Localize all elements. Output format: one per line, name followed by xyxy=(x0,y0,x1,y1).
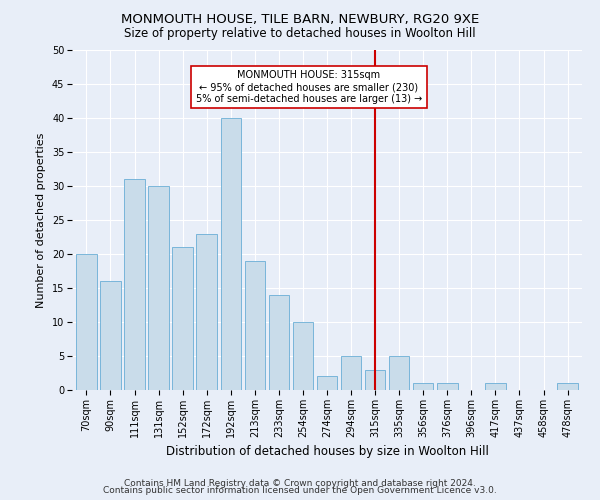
Bar xyxy=(413,383,433,390)
X-axis label: Distribution of detached houses by size in Woolton Hill: Distribution of detached houses by size … xyxy=(166,446,488,458)
Bar xyxy=(245,261,265,390)
Text: Contains public sector information licensed under the Open Government Licence v3: Contains public sector information licen… xyxy=(103,486,497,495)
Bar xyxy=(365,370,385,390)
Bar xyxy=(269,295,289,390)
Bar xyxy=(557,383,578,390)
Bar xyxy=(485,383,506,390)
Bar xyxy=(196,234,217,390)
Bar xyxy=(389,356,409,390)
Bar xyxy=(293,322,313,390)
Text: MONMOUTH HOUSE: 315sqm
← 95% of detached houses are smaller (230)
5% of semi-det: MONMOUTH HOUSE: 315sqm ← 95% of detached… xyxy=(196,70,422,104)
Text: Size of property relative to detached houses in Woolton Hill: Size of property relative to detached ho… xyxy=(124,28,476,40)
Y-axis label: Number of detached properties: Number of detached properties xyxy=(37,132,46,308)
Bar xyxy=(437,383,458,390)
Bar xyxy=(148,186,169,390)
Bar xyxy=(317,376,337,390)
Text: MONMOUTH HOUSE, TILE BARN, NEWBURY, RG20 9XE: MONMOUTH HOUSE, TILE BARN, NEWBURY, RG20… xyxy=(121,12,479,26)
Bar xyxy=(341,356,361,390)
Bar xyxy=(76,254,97,390)
Bar xyxy=(172,247,193,390)
Text: Contains HM Land Registry data © Crown copyright and database right 2024.: Contains HM Land Registry data © Crown c… xyxy=(124,478,476,488)
Bar xyxy=(124,179,145,390)
Bar xyxy=(221,118,241,390)
Bar xyxy=(100,281,121,390)
